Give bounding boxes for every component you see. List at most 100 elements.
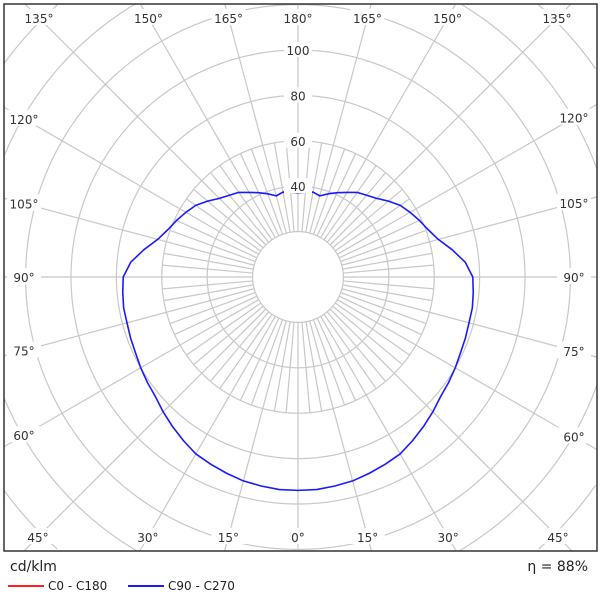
angle-label: 30° xyxy=(437,531,458,545)
grid-ring xyxy=(3,398,138,552)
grid-spoke xyxy=(285,322,295,413)
angle-label: 45° xyxy=(27,531,48,545)
angle-label: 150° xyxy=(433,12,462,26)
grid-spoke xyxy=(3,288,255,357)
angle-label-bg xyxy=(540,9,574,25)
angle-label-bg xyxy=(7,194,41,211)
grid-spoke xyxy=(320,3,457,238)
grid-spoke xyxy=(193,305,264,366)
grid-spoke xyxy=(273,321,291,412)
grid-spoke xyxy=(338,218,422,259)
grid-spoke xyxy=(169,229,256,263)
angle-label: 15° xyxy=(357,531,378,545)
angle-label-bg xyxy=(22,9,56,25)
grid-spoke xyxy=(186,302,262,356)
plot-frame xyxy=(3,3,598,552)
grid-spoke xyxy=(309,3,372,234)
angle-label-bg xyxy=(7,341,41,358)
grid-spoke xyxy=(239,153,280,237)
grid-spoke xyxy=(224,3,287,234)
angle-label-bg xyxy=(350,9,385,25)
grid-spoke xyxy=(326,311,387,382)
angle-label: 165° xyxy=(353,12,382,26)
legend-label: C0 - C180 xyxy=(48,579,108,593)
grid-spoke xyxy=(23,308,267,552)
grid-spoke xyxy=(340,291,427,325)
angle-label: 165° xyxy=(214,12,243,26)
ring-label: 40 xyxy=(290,180,305,194)
ring-label-bg xyxy=(284,132,312,148)
grid-spoke xyxy=(343,280,434,290)
grid-spoke xyxy=(174,218,258,259)
angle-label-bg xyxy=(281,528,315,544)
ring-label: 100 xyxy=(287,44,310,58)
angle-label: 180° xyxy=(284,12,313,26)
grid-spoke xyxy=(343,264,434,274)
grid-spoke xyxy=(337,103,598,255)
grid-spoke xyxy=(337,299,598,451)
grid-spoke xyxy=(326,172,387,243)
angle-label-bg xyxy=(21,528,55,544)
grid-spoke xyxy=(316,317,357,401)
angle-label: 60° xyxy=(13,429,34,443)
grid-ring xyxy=(3,4,135,156)
grid-ring xyxy=(458,385,598,552)
angle-label-bg xyxy=(557,427,591,444)
grid-spoke xyxy=(219,313,273,389)
angle-label-bg xyxy=(541,528,575,544)
grid-spoke xyxy=(342,252,433,270)
grid-spoke xyxy=(162,264,253,274)
angle-label: 135° xyxy=(543,12,572,26)
unit-label: cd/klm xyxy=(10,559,57,575)
angle-label: 75° xyxy=(563,345,584,359)
grid-spoke xyxy=(3,197,255,266)
angle-label: 0° xyxy=(291,531,305,545)
grid-spoke xyxy=(174,295,258,336)
angle-label: 60° xyxy=(563,430,584,444)
angle-label: 75° xyxy=(13,344,34,358)
angle-label-bg xyxy=(430,9,465,25)
grid-spoke xyxy=(273,142,291,233)
grid-spoke xyxy=(334,302,410,356)
legend-label: C90 - C270 xyxy=(168,579,235,593)
angle-label-bg xyxy=(7,268,41,284)
grid-spoke xyxy=(312,319,346,406)
grid-spoke xyxy=(3,299,259,448)
grid-spoke xyxy=(334,198,410,252)
grid-spoke xyxy=(316,153,357,237)
angle-label-bg xyxy=(350,528,385,544)
grid-spoke xyxy=(329,3,572,246)
ring-label-bg xyxy=(284,178,312,194)
angle-label: 90° xyxy=(13,271,34,285)
angle-label: 90° xyxy=(563,271,584,285)
grid-spoke xyxy=(305,142,323,233)
grid-spoke xyxy=(305,321,323,412)
angle-label: 120° xyxy=(560,112,589,126)
ring-label: 60 xyxy=(290,135,305,149)
polar-plot: 40 60 80 100 135° 150° 165° 180° 165° 150° 135° 45°… xyxy=(3,3,598,552)
angle-label-bg xyxy=(557,341,591,358)
angle-label-bg xyxy=(557,194,591,211)
angle-label-bg xyxy=(131,9,166,25)
grid-spoke xyxy=(323,313,377,389)
grid-spoke xyxy=(250,148,284,235)
legend-item-c0-c180: C0 - C180 xyxy=(8,579,107,593)
efficiency-label: η = 88% xyxy=(527,559,588,575)
legend-swatch-red xyxy=(8,585,44,587)
grid-spoke xyxy=(320,316,457,552)
grid-spoke xyxy=(332,305,403,366)
ring-label-bg xyxy=(284,87,312,103)
grid-spoke xyxy=(312,148,346,235)
grid-spoke xyxy=(301,322,311,413)
grid-spoke xyxy=(162,280,253,290)
grid-spoke xyxy=(239,317,280,401)
grid-spoke xyxy=(169,291,256,325)
angle-label: 15° xyxy=(218,531,239,545)
grid-spoke xyxy=(329,308,573,552)
ring-label: 80 xyxy=(290,89,305,103)
angle-label-bg xyxy=(7,109,41,126)
grid-spoke xyxy=(224,320,287,552)
grid-spoke xyxy=(309,320,372,552)
angle-label: 120° xyxy=(10,113,39,127)
